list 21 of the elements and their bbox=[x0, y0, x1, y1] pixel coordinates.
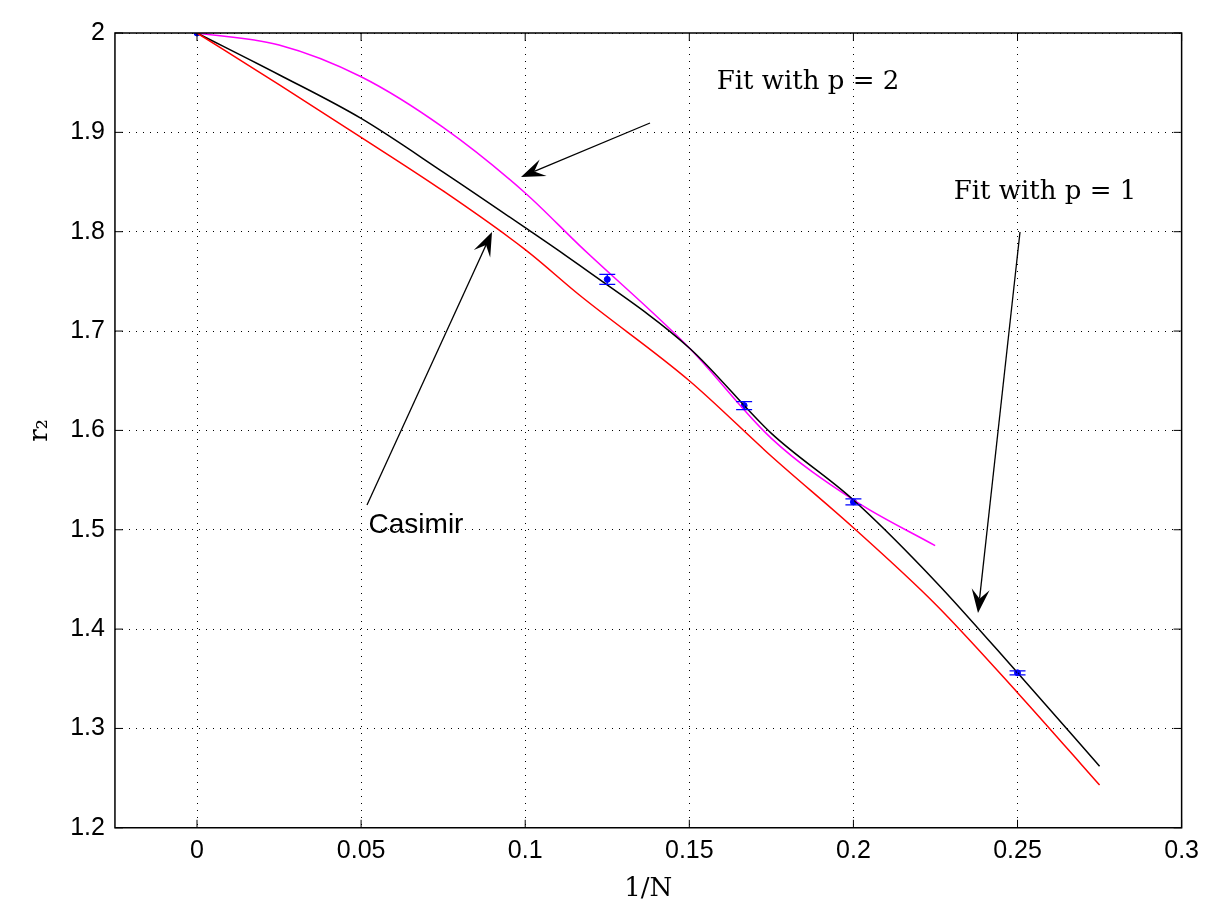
x-tick-label: 0.2 bbox=[836, 834, 871, 863]
y-tick-label: 1.6 bbox=[70, 414, 105, 443]
x-tick-label: 0 bbox=[190, 834, 204, 863]
x-tick-label: 0.15 bbox=[664, 834, 714, 863]
y-tick-label: 1.7 bbox=[70, 314, 105, 343]
y-tick-label: 1.8 bbox=[70, 215, 105, 244]
y-tick-label: 2 bbox=[91, 16, 105, 45]
y-tick-label: 1.5 bbox=[70, 513, 105, 542]
annotation: Fit with p = 1 bbox=[953, 175, 1137, 205]
x-tick-label: 0.05 bbox=[336, 834, 386, 863]
y-tick-label: 1.2 bbox=[70, 811, 105, 840]
y-tick-label: 1.4 bbox=[70, 612, 106, 641]
y-tick-label: 1.9 bbox=[70, 116, 105, 145]
x-tick-label: 0.1 bbox=[507, 834, 543, 863]
x-tick-label: 0.25 bbox=[993, 834, 1042, 863]
x-axis-title: 1/N bbox=[624, 872, 673, 903]
annotation: Casimir bbox=[368, 508, 464, 540]
annotation: Fit with p = 2 bbox=[716, 65, 900, 95]
y-tick-label: 1.3 bbox=[70, 712, 105, 741]
y-axis-title: r₂ bbox=[23, 418, 54, 442]
x-tick-label: 0.3 bbox=[1164, 834, 1200, 863]
